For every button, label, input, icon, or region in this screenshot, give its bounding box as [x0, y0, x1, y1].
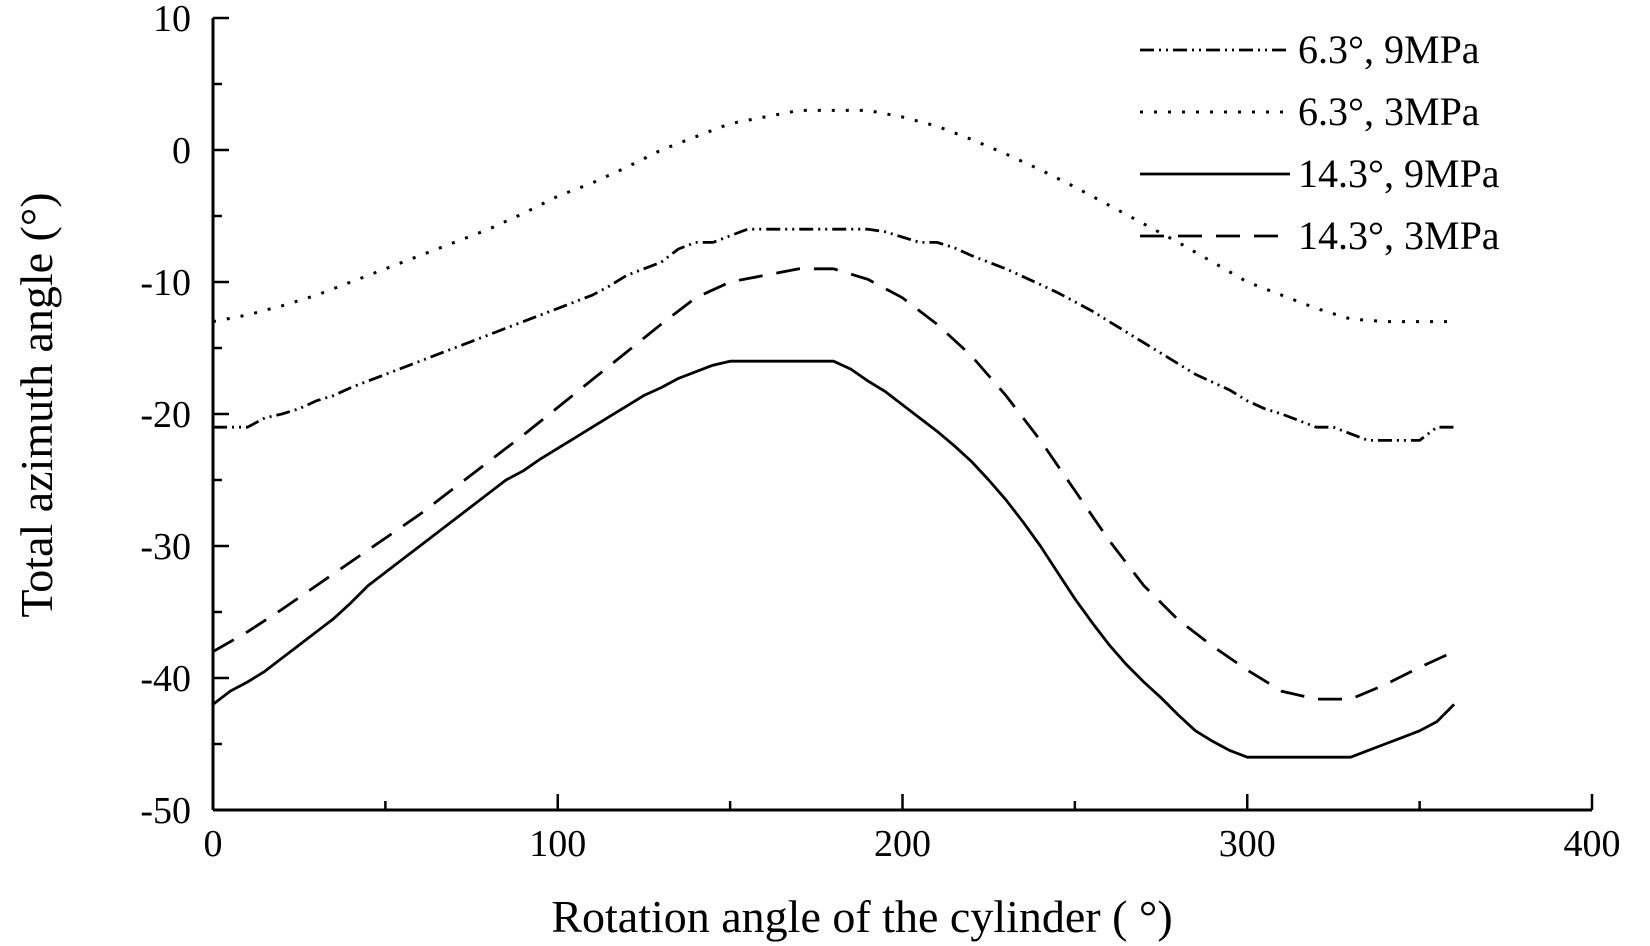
x-tick-label: 200: [874, 823, 931, 865]
y-tick-label: 10: [153, 0, 191, 40]
y-tick-label: 0: [172, 130, 191, 172]
y-tick-label: -30: [140, 526, 191, 568]
x-axis-title: Rotation angle of the cylinder ( °): [551, 891, 1172, 942]
legend-label: 14.3°, 9MPa: [1298, 151, 1500, 196]
legend-label: 6.3°, 9MPa: [1298, 27, 1480, 72]
series-line-1: [213, 227, 1455, 442]
legend: 6.3°, 9MPa 6.3°, 3MPa 14.3°, 9MPa 14.3°, 3M…: [1140, 27, 1500, 258]
y-tick-label: -20: [140, 394, 191, 436]
axes: [211, 18, 1592, 812]
y-axis-title: Total azimuth angle (°): [11, 192, 62, 617]
y-tick-label: -40: [140, 658, 191, 700]
y-tick-label: -50: [140, 790, 191, 832]
x-tick-label: 100: [529, 823, 586, 865]
x-tick-label: 0: [204, 823, 223, 865]
legend-label: 6.3°, 3MPa: [1298, 89, 1480, 134]
series-line-4: [212, 267, 1455, 701]
x-tick-label: 400: [1564, 823, 1621, 865]
x-tick-label: 300: [1219, 823, 1276, 865]
series-line-2: [212, 108, 1455, 324]
legend-label: 14.3°, 3MPa: [1298, 213, 1500, 258]
series-group: [212, 108, 1456, 759]
y-tick-label: -10: [140, 262, 191, 304]
series-line-3: [212, 359, 1456, 759]
